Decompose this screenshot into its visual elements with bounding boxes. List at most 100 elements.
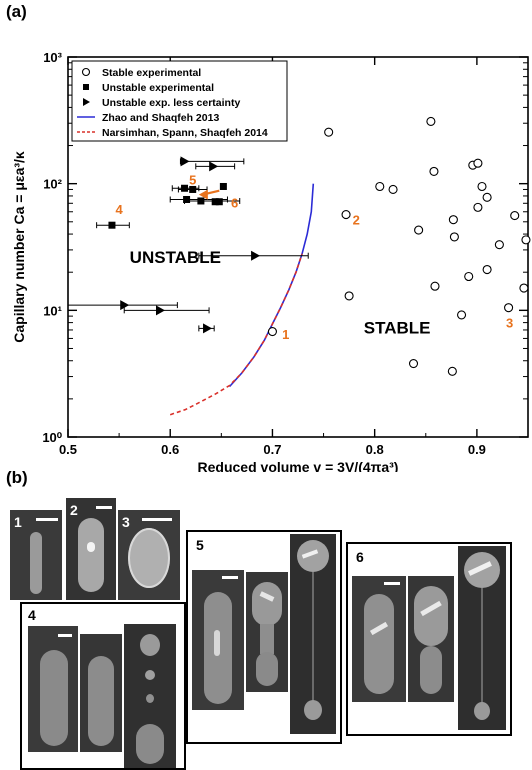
legend-marker-stable	[81, 67, 91, 77]
uncertain-unstable-point	[209, 161, 219, 172]
region-label-stable: STABLE	[364, 319, 431, 338]
vesicle-head	[252, 582, 282, 626]
vesicle-tail	[420, 646, 442, 694]
stable-point	[473, 202, 483, 212]
stable-point	[414, 225, 424, 235]
frame-number-4: 4	[28, 607, 36, 623]
legend-box	[71, 60, 288, 142]
stable-point	[344, 291, 354, 301]
pearl	[146, 694, 154, 703]
scale-bar	[142, 518, 172, 521]
bright-spot	[214, 630, 220, 656]
micrograph-5a	[192, 570, 244, 710]
zhao-shaqfeh-curve	[228, 183, 315, 388]
vesicle-shape	[364, 594, 394, 694]
micrograph-5c	[290, 534, 336, 734]
legend-marker-uncertain	[83, 98, 90, 106]
unstable-point	[183, 195, 191, 203]
vesicle-shape	[40, 650, 68, 746]
scale-bar	[384, 582, 400, 585]
legend-entry: Zhao and Shaqfeh 2013	[102, 112, 219, 124]
micrograph-4a	[28, 626, 78, 752]
y-axis-title: Capillary number Ca = μεa³/κ	[11, 151, 27, 343]
y-tick-label: 10²	[43, 177, 62, 192]
uncertain-unstable-point	[203, 323, 213, 334]
legend-entry: Narsimhan, Spann, Shaqfeh 2014	[102, 127, 268, 139]
y-tick-label: 10⁰	[42, 430, 62, 445]
micrograph-panel: 1 2 3 4 5	[0, 496, 532, 770]
stable-point	[494, 240, 504, 250]
vesicle-head	[414, 586, 448, 646]
annotation-arrow-head	[198, 189, 208, 200]
legend-marker-unstable	[83, 84, 89, 90]
stable-point	[447, 366, 457, 376]
vesicle-tail	[256, 652, 278, 686]
point-label-4: 4	[115, 202, 123, 217]
frame-number-2: 2	[70, 502, 78, 518]
stable-point	[482, 264, 492, 275]
stable-point	[482, 192, 492, 202]
unstable-point	[108, 221, 116, 229]
frame-number-3: 3	[122, 514, 130, 530]
frame-number-1: 1	[14, 514, 22, 530]
micrograph-6c	[458, 546, 506, 730]
x-tick-label: 0.7	[263, 442, 281, 457]
stable-point	[267, 326, 277, 337]
scale-bar	[36, 518, 58, 521]
panel-a-label: (a)	[6, 2, 27, 21]
stable-point	[430, 281, 440, 291]
micrograph-2: 2	[66, 498, 116, 600]
micrograph-5b	[246, 572, 288, 692]
stable-point	[510, 211, 520, 221]
micrograph-frame-6: 6	[346, 542, 512, 736]
micrograph-frame-4: 4	[20, 602, 186, 770]
scale-bar	[58, 634, 72, 637]
stable-point	[429, 166, 439, 176]
tether	[312, 572, 314, 702]
stable-point	[448, 215, 458, 225]
unstable-point	[197, 197, 205, 205]
micrograph-3: 3	[118, 510, 180, 600]
uncertain-unstable-point	[251, 250, 261, 261]
frame-number-5: 5	[196, 537, 204, 553]
vesicle-neck	[260, 624, 274, 654]
unstable-point	[215, 198, 223, 206]
stable-point	[457, 310, 467, 320]
stable-point	[426, 116, 436, 126]
stable-point	[521, 235, 531, 245]
point-label-6: 6	[231, 196, 238, 211]
x-tick-label: 0.6	[161, 442, 179, 457]
tether	[481, 588, 483, 704]
plot-area: 0.5 0.6 0.7 0.8 0.9 10⁰ 10¹ 10² 10³ Reduced volum…	[11, 50, 531, 472]
stable-point	[464, 271, 474, 282]
stable-point	[375, 181, 385, 192]
unstable-point	[211, 198, 219, 206]
micrograph-1: 1	[10, 510, 62, 600]
pearl	[145, 670, 155, 680]
stable-point	[408, 359, 419, 369]
region-label-unstable: UNSTABLE	[130, 248, 221, 267]
point-label-5: 5	[189, 172, 196, 187]
stable-point	[449, 232, 459, 242]
bright-spot	[87, 542, 95, 552]
point-label-2: 2	[353, 213, 360, 228]
vesicle-shape	[78, 518, 104, 592]
vesicle-tail	[136, 724, 164, 764]
unstable-point	[189, 185, 197, 193]
stable-point	[324, 127, 334, 137]
y-tick-label: 10³	[43, 50, 62, 65]
unstable-point	[181, 184, 189, 192]
legend-entry: Unstable exp. less certainty	[102, 97, 240, 109]
scale-bar	[96, 506, 112, 509]
y-tick-label: 10¹	[43, 303, 62, 318]
frame-number-6: 6	[356, 549, 364, 565]
capillary-number-chart: 0.5 0.6 0.7 0.8 0.9 10⁰ 10¹ 10² 10³ Reduced volum…	[11, 50, 531, 472]
vesicle-shape	[128, 528, 170, 588]
x-axis-title: Reduced volume v = 3V/(4πa³)	[198, 459, 399, 472]
x-tick-label: 0.9	[468, 442, 486, 457]
x-tick-label: 0.8	[366, 442, 384, 457]
vesicle-head	[140, 634, 160, 656]
stable-point	[473, 158, 483, 168]
stable-point	[504, 303, 514, 313]
stable-point	[519, 283, 529, 293]
